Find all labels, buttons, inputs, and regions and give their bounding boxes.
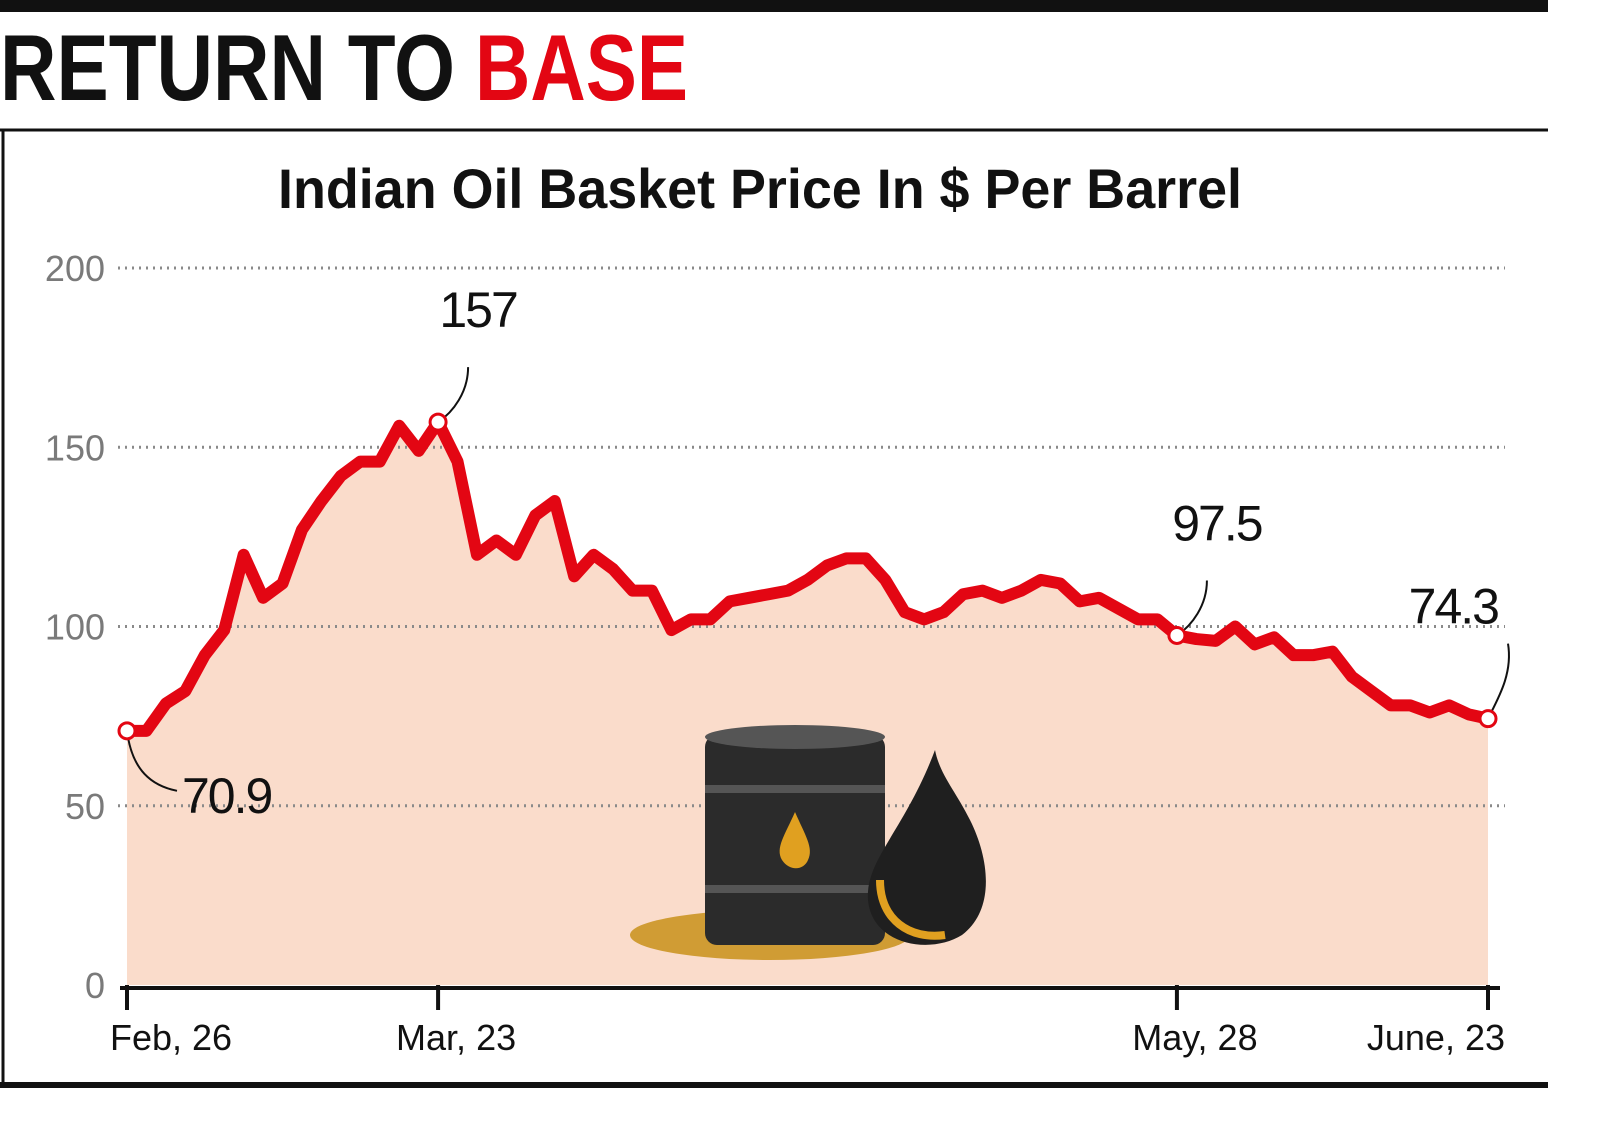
point-marker	[428, 412, 448, 432]
data-label: 97.5	[1172, 495, 1262, 551]
data-label: 70.9	[182, 768, 272, 824]
y-tick-label: 50	[65, 786, 105, 827]
top-bar	[0, 0, 1548, 12]
x-tick-label: May, 28	[1132, 1017, 1257, 1058]
plot: 0 50 100 150 200 Feb, 26 Mar, 23 May, 28 June, 2…	[45, 248, 1510, 1058]
oil-drop-shine	[876, 879, 946, 940]
barrel-top	[705, 725, 885, 749]
leader-line	[126, 730, 178, 792]
chart-title: Indian Oil Basket Price In $ Per Barrel	[278, 157, 1242, 220]
y-tick-label: 200	[45, 248, 105, 289]
x-tick-label: June, 23	[1367, 1017, 1505, 1058]
y-tick-label: 150	[45, 427, 105, 468]
y-tick-label: 100	[45, 607, 105, 648]
barrel-ring	[705, 885, 885, 893]
point-marker	[1478, 709, 1498, 729]
oil-illustration	[630, 725, 986, 960]
data-label: 74.3	[1409, 579, 1499, 635]
point-marker	[1167, 625, 1187, 645]
leader-line	[1487, 643, 1510, 720]
headline-highlight: BASE	[475, 15, 688, 120]
data-label: 157	[439, 282, 517, 338]
headline: RETURN TO	[0, 15, 455, 120]
x-tick-label: Mar, 23	[396, 1017, 516, 1058]
y-tick-label: 0	[85, 965, 105, 1006]
point-marker	[117, 721, 137, 741]
barrel-ring	[705, 785, 885, 793]
barrel-drop-icon	[779, 812, 810, 869]
x-tick-label: Feb, 26	[110, 1017, 232, 1058]
oil-drop	[867, 750, 986, 945]
line	[121, 416, 1494, 737]
area	[127, 422, 1488, 985]
